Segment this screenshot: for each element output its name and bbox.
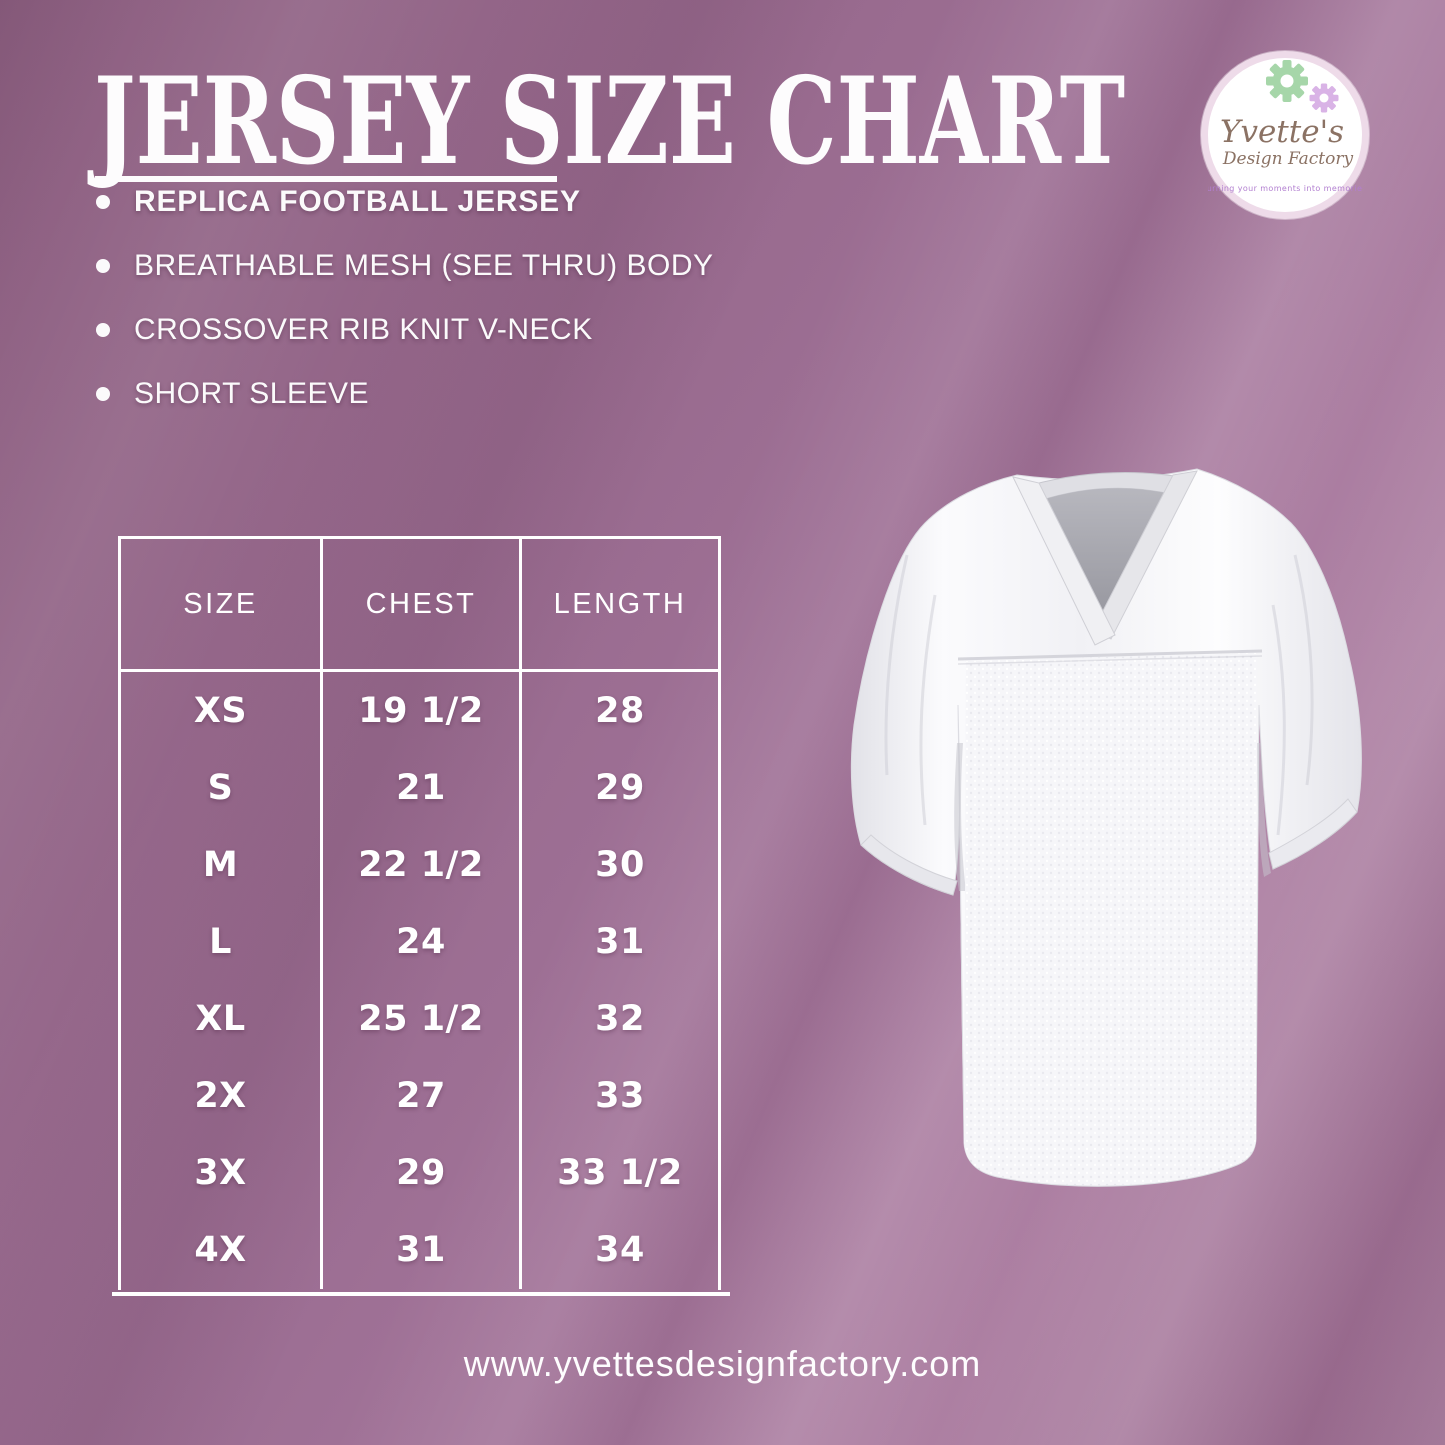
size-row-size-value: L (209, 921, 232, 962)
size-row-length-value: 28 (519, 672, 718, 750)
column-header-length: LENGTH (519, 539, 718, 672)
size-row-length-value: 33 1/2 (519, 1134, 718, 1212)
website-url: www.yvettesdesignfactory.com (463, 1343, 982, 1384)
size-row-chest-value: 19 1/2 (320, 672, 519, 750)
page-title: JERSEY SIZE CHART (94, 50, 1126, 192)
size-row-chest-value: 25 1/2 (320, 980, 519, 1058)
jersey-illustration (850, 468, 1362, 1187)
size-row-size-value: 2X (194, 1076, 247, 1117)
size-row-length-value: 30 (519, 826, 718, 904)
feature-item: BREATHABLE MESH (SEE THRU) BODY (96, 234, 714, 298)
logo-subname-script: Design Factory (1222, 149, 1354, 169)
size-row-chest-value: 27 (320, 1057, 519, 1135)
jersey-photo (845, 443, 1370, 1193)
gear-purple-icon (1309, 83, 1339, 113)
size-row-length-value: 33 (519, 1057, 718, 1135)
size-row-size-value: XS (193, 690, 248, 731)
size-row-chest-value: 29 (320, 1134, 519, 1212)
size-row-length-value: 32 (519, 980, 718, 1058)
title-underline (95, 176, 557, 182)
size-row-chest-value: 22 1/2 (320, 826, 519, 904)
table-bottom-line (112, 1292, 730, 1296)
column-header-chest: CHEST (320, 539, 519, 672)
size-row-length-value: 29 (519, 749, 718, 827)
feature-label: BREATHABLE MESH (SEE THRU) BODY (134, 249, 714, 282)
gear-green-icon (1266, 60, 1308, 102)
size-row-chest-value: 24 (320, 903, 519, 981)
size-row-size-value: XL (195, 998, 246, 1039)
size-chart-table: SIZE CHEST LENGTH XS 19 1/2 28 S 21 29 M 22 1/2… (118, 536, 721, 1290)
logo-tagline: turning your moments into memories (1208, 184, 1362, 193)
bullet-dot-icon (96, 323, 110, 337)
brand-logo: Yvette's Design Factory turning your mom… (1201, 51, 1369, 219)
size-row-length-value: 34 (519, 1211, 718, 1289)
brand-logo-art: Yvette's Design Factory turning your mom… (1208, 60, 1362, 193)
feature-list: REPLICA FOOTBALL JERSEY BREATHABLE MESH … (96, 170, 714, 426)
column-header-size: SIZE (121, 539, 320, 672)
feature-item: CROSSOVER RIB KNIT V-NECK (96, 298, 714, 362)
bullet-dot-icon (96, 259, 110, 273)
size-row-size-value: S (207, 767, 234, 808)
feature-item: REPLICA FOOTBALL JERSEY (96, 170, 714, 234)
size-row-chest-value: 21 (320, 749, 519, 827)
size-row-size-value: 4X (194, 1230, 247, 1271)
feature-item: SHORT SLEEVE (96, 362, 714, 426)
bullet-dot-icon (96, 195, 110, 209)
size-row-length-value: 31 (519, 903, 718, 981)
size-row-size-value: 3X (194, 1153, 247, 1194)
bullet-dot-icon (96, 387, 110, 401)
size-row-chest-value: 31 (320, 1211, 519, 1289)
feature-label: CROSSOVER RIB KNIT V-NECK (134, 313, 593, 346)
feature-label: REPLICA FOOTBALL JERSEY (134, 185, 581, 218)
feature-label: SHORT SLEEVE (134, 377, 369, 410)
logo-name-script: Yvette's (1220, 114, 1344, 150)
size-row-size-value: M (202, 844, 239, 885)
